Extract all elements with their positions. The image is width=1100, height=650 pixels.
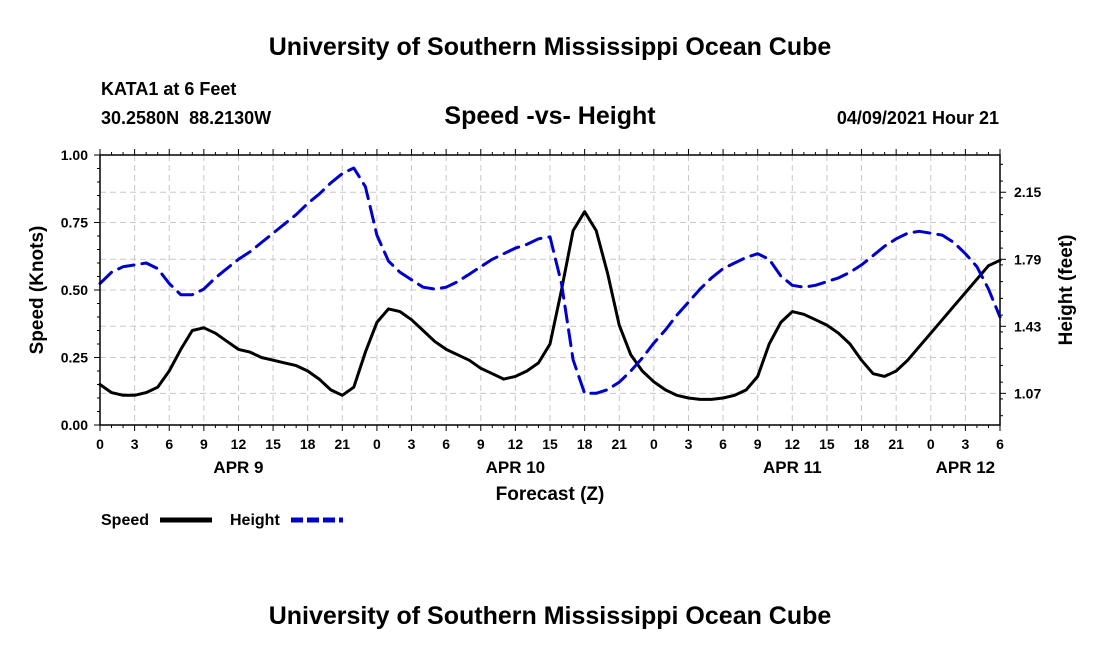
x-tick-label: 3 [685,436,693,452]
x-tick-label: 15 [265,436,281,452]
top-title: University of Southern Mississippi Ocean… [269,33,832,61]
y-axis-title: Speed (Knots) [27,226,48,355]
date-hour-label: 04/09/2021 Hour 21 [837,108,999,128]
y-tick-label: 0.00 [61,417,88,433]
x-tick-label: 3 [131,436,139,452]
series-line-height [98,166,1002,395]
x-tick-label: 0 [927,436,935,452]
legend-label-speed: Speed [101,512,149,529]
x-tick-label: 3 [961,436,969,452]
x-tick-label: 12 [231,436,247,452]
y2-axis-title: Height (feet) [1056,235,1077,346]
x-tick-label: 0 [96,436,104,452]
y-tick-label: 1.00 [61,147,88,163]
y-tick-label: 0.25 [61,350,88,366]
x-tick-label: 21 [335,436,351,452]
bottom-title: University of Southern Mississippi Ocean… [269,602,832,630]
x-tick-label: 9 [477,436,485,452]
series-group [98,166,1002,401]
x-tick-label: 18 [300,436,316,452]
y2-tick-label: 1.79 [1014,251,1041,267]
chart-title: Speed -vs- Height [444,102,656,130]
y-tick-label: 0.50 [61,282,88,298]
series-line-speed [98,210,1002,401]
x-tick-label: 6 [996,436,1004,452]
x-tick-label: 21 [611,436,627,452]
legend-label-height: Height [230,512,280,529]
axes: 0 3 6 9 12 15 18 21 0 3 6 9 12 15 18 21 0 3 6 9 12 15 18 21 0 3 6A… [61,147,1042,477]
y-tick-label: 0.75 [61,215,88,231]
x-tick-label: 15 [819,436,835,452]
x-tick-label: 0 [650,436,658,452]
x-tick-label: 15 [542,436,558,452]
grid [100,155,1000,425]
x-tick-label: 6 [165,436,173,452]
legend: Speed Height [101,512,343,529]
y2-tick-label: 1.43 [1014,318,1041,334]
x-tick-label: 9 [754,436,762,452]
x-tick-label: 18 [577,436,593,452]
y2-tick-label: 2.15 [1014,184,1041,200]
x-tick-label: 18 [854,436,870,452]
x-tick-label: 12 [785,436,801,452]
station-label: KATA1 at 6 Feet [101,79,236,99]
x-tick-label: 6 [442,436,450,452]
coordinates-label: 30.2580N 88.2130W [101,108,271,128]
date-label: APR 11 [763,458,822,477]
x-tick-label: 6 [719,436,727,452]
x-tick-label: 12 [508,436,524,452]
x-tick-label: 9 [200,436,208,452]
x-axis-title: Forecast (Z) [496,484,605,505]
x-tick-label: 21 [888,436,904,452]
date-label: APR 10 [486,458,546,477]
date-label: APR 9 [213,458,263,477]
x-tick-label: 0 [373,436,381,452]
date-label: APR 12 [936,458,996,477]
x-tick-label: 3 [408,436,416,452]
y2-tick-label: 1.07 [1014,385,1041,401]
